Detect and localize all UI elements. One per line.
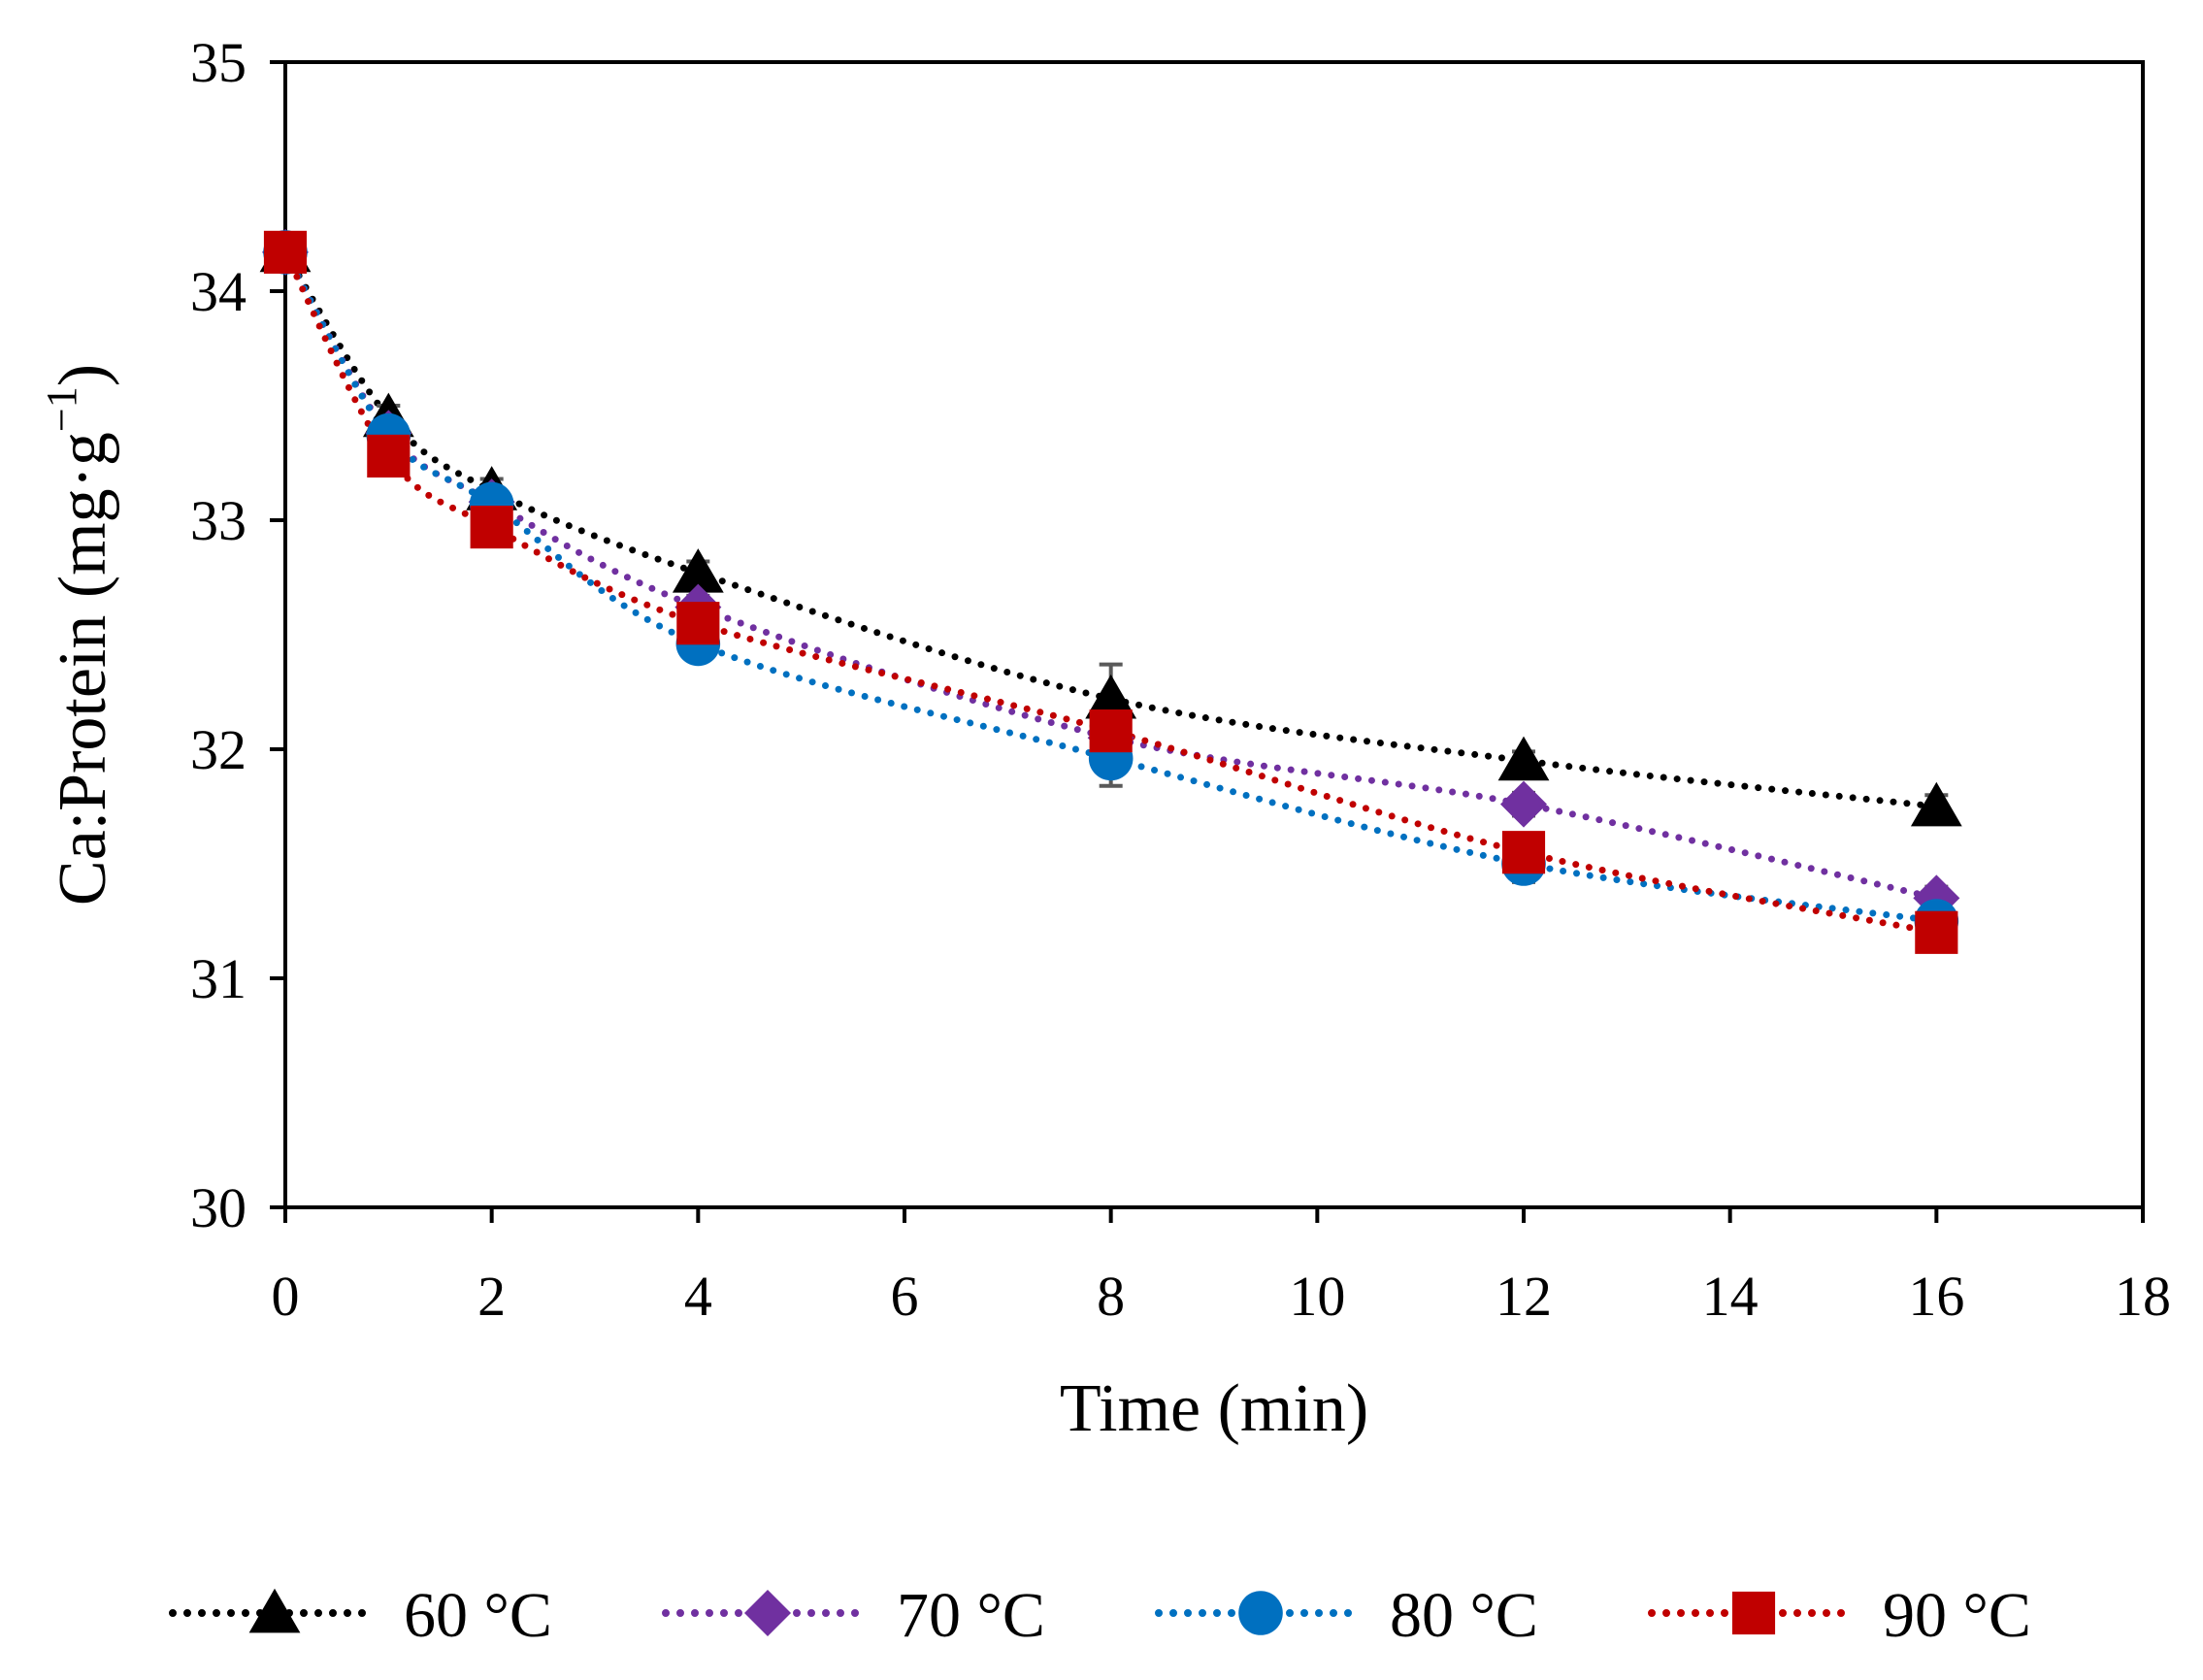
legend-label: 80 °C [1390, 1580, 1538, 1651]
x-tick-label: 10 [1289, 1265, 1345, 1328]
data-point-series-4 [1915, 910, 1958, 954]
data-point-series-2 [1500, 780, 1547, 828]
data-point-series-1 [1910, 781, 1962, 827]
legend-item: 90 °C [1648, 1580, 2031, 1651]
legend-label: 90 °C [1883, 1580, 2031, 1651]
data-point-series-4 [263, 230, 308, 274]
data-point-series-4 [676, 602, 720, 645]
legend: 60 °C 70 °C 80 °C 90 °C [169, 1580, 2031, 1651]
x-tick-label: 0 [272, 1265, 300, 1328]
y-axis-title-close: ) [46, 364, 120, 386]
y-axis-title-main: Ca:Protein (mg·g [46, 432, 120, 906]
x-tick-label: 12 [1496, 1265, 1552, 1328]
data-markers [259, 227, 1962, 954]
legend-marker-swatch [1731, 1591, 1776, 1635]
y-axis-title-superscript: −1 [38, 386, 85, 432]
legend-label: 60 °C [404, 1580, 552, 1651]
plot-frame [283, 60, 2145, 1209]
y-axis-title: Ca:Protein (mg·g−1) [38, 364, 120, 906]
y-tick-label: 35 [190, 31, 247, 94]
x-tick-label: 8 [1097, 1265, 1125, 1328]
x-tick-label: 2 [477, 1265, 506, 1328]
data-point-series-4 [470, 506, 513, 549]
data-point-series-1 [1085, 674, 1137, 719]
x-tick-label: 16 [1908, 1265, 1964, 1328]
legend-marker-swatch [1238, 1591, 1283, 1635]
y-tick-label: 34 [190, 260, 247, 323]
y-axis-ticks: 30 31 32 33 34 35 [190, 31, 285, 1239]
x-tick-label: 6 [891, 1265, 919, 1328]
y-tick-label: 31 [190, 947, 247, 1010]
data-point-series-1 [672, 548, 724, 593]
x-tick-label: 18 [2115, 1265, 2171, 1328]
x-axis-title: Time (min) [1060, 1371, 1368, 1446]
y-tick-label: 30 [190, 1176, 247, 1239]
legend-marker-swatch [248, 1588, 301, 1633]
legend-label: 70 °C [897, 1580, 1045, 1651]
y-tick-label: 33 [190, 489, 247, 552]
legend-item: 70 °C [662, 1580, 1045, 1651]
data-point-series-4 [367, 434, 411, 478]
legend-marker-swatch [744, 1590, 791, 1636]
y-tick-label: 32 [190, 718, 247, 781]
data-point-series-4 [1501, 831, 1546, 874]
data-point-series-1 [1497, 736, 1550, 781]
x-tick-label: 4 [684, 1265, 712, 1328]
x-axis-ticks: 0 2 4 6 8 10 12 14 16 18 [272, 1207, 2171, 1328]
legend-item: 80 °C [1155, 1580, 1538, 1651]
legend-item: 60 °C [169, 1580, 552, 1651]
x-tick-label: 14 [1702, 1265, 1759, 1328]
data-point-series-4 [1089, 709, 1133, 753]
